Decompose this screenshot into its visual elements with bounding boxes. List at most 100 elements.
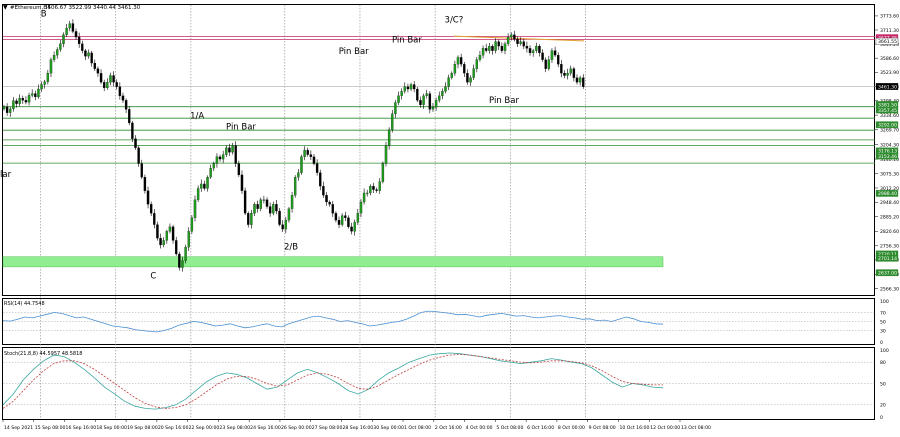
bear-candle — [21, 97, 24, 101]
bull-candle — [453, 64, 457, 74]
bull-candle — [366, 192, 369, 194]
bear-candle — [15, 100, 18, 104]
bull-candle — [49, 59, 53, 74]
bear-candle — [90, 52, 93, 64]
collapse-triangle-icon[interactable]: ▼ — [3, 4, 8, 11]
stoch-signal-line — [2, 353, 663, 409]
bear-candle — [337, 219, 341, 225]
bear-candle — [375, 189, 378, 191]
price-panel[interactable] — [2, 4, 875, 296]
bear-candle — [278, 210, 281, 225]
bull-candle — [387, 129, 391, 146]
rsi-tick-label: 0 — [880, 340, 883, 346]
bull-candle — [450, 73, 453, 78]
price-tick-label: 3140.10 — [880, 157, 899, 163]
stoch-tick-label: 50 — [880, 381, 886, 387]
bull-candle — [165, 231, 169, 241]
price-label-box — [875, 106, 899, 114]
bear-candle — [334, 213, 338, 221]
time-tick-label: 10 Oct 16:00 — [619, 425, 649, 431]
chart-annotation: 3/C? — [445, 15, 464, 25]
stoch-main-line — [2, 352, 664, 410]
bear-candle — [347, 217, 350, 227]
bear-candle — [256, 204, 259, 209]
bear-candle — [275, 204, 278, 212]
bull-candle — [444, 86, 447, 92]
bull-candle — [456, 57, 460, 65]
time-tick-label: 19 Sep 08:00 — [127, 425, 158, 431]
bear-candle — [178, 253, 181, 268]
price-tick-label: 3523.90 — [880, 70, 899, 76]
bull-candle — [65, 27, 68, 35]
bear-candle — [419, 100, 422, 105]
price-label-text: 3153.46 — [878, 154, 897, 160]
price-label-box — [875, 152, 899, 160]
bull-candle — [272, 204, 275, 214]
bull-candle — [30, 93, 34, 96]
time-tick-label: 5 Oct 08:00 — [496, 425, 523, 431]
price-tick-label: 3204.30 — [880, 142, 899, 148]
time-tick-label: 24 Sep 16:00 — [250, 425, 281, 431]
time-tick-label: 15 Sep 08:00 — [35, 425, 66, 431]
price-tick-label: 3075.30 — [880, 172, 899, 178]
bear-candle — [466, 73, 469, 83]
time-tick-label: 23 Sep 08:00 — [219, 425, 250, 431]
bull-candle — [409, 84, 413, 90]
price-label-box — [875, 83, 899, 90]
bear-candle — [112, 75, 115, 83]
stoch-tick-label: 0 — [880, 415, 883, 421]
bear-candle — [71, 23, 75, 32]
time-tick-label: 4 Oct 00:00 — [466, 425, 493, 431]
bear-candle — [99, 73, 103, 83]
bear-candle — [500, 46, 504, 51]
time-tick-label: 30 Sep 00:00 — [373, 425, 404, 431]
time-tick-label: 18 Sep 00:00 — [96, 425, 127, 431]
bear-candle — [171, 226, 175, 241]
bear-candle — [134, 138, 137, 148]
stoch-panel[interactable] — [2, 347, 875, 420]
rsi-tick-label: 30 — [880, 328, 886, 334]
price-label-box — [875, 189, 899, 197]
bear-candle — [115, 82, 118, 87]
bear-candle — [24, 100, 28, 103]
bear-candle — [247, 213, 250, 225]
bear-candle — [140, 163, 143, 178]
bull-candle — [569, 68, 572, 74]
rsi-panel[interactable] — [2, 298, 875, 345]
bear-candle — [203, 183, 206, 189]
bear-candle — [582, 77, 585, 87]
bull-candle — [109, 75, 112, 83]
bear-candle — [406, 86, 410, 90]
price-label-text: 3661.55 — [878, 39, 897, 45]
chart-annotation: Pin Bar — [339, 47, 369, 57]
stoch-tick-label: 100 — [880, 348, 889, 354]
price-label-text: 3357.45 — [878, 108, 897, 114]
bear-candle — [315, 163, 319, 173]
bull-candle — [566, 73, 569, 76]
bear-candle — [159, 238, 162, 246]
bull-candle — [438, 95, 441, 101]
bull-candle — [434, 100, 438, 108]
bull-candle — [394, 102, 397, 114]
price-tick-label: 2948.40 — [880, 200, 899, 206]
bear-candle — [77, 36, 81, 44]
bull-candle — [225, 147, 228, 155]
bull-candle — [262, 199, 266, 201]
bull-candle — [447, 77, 450, 87]
chart-annotation: Pin Bar — [392, 36, 422, 46]
chart-annotation: lar — [0, 170, 12, 180]
bear-candle — [416, 88, 419, 101]
bull-candle — [52, 55, 56, 60]
bear-candle — [372, 186, 375, 190]
bear-candle — [485, 48, 488, 51]
ohlc-readout: 3506.67 3522.99 3440.44 3461.30 — [44, 5, 141, 11]
bear-candle — [319, 172, 322, 187]
price-tick-label: 3334.60 — [880, 113, 899, 119]
rsi-title: RSI(14) 44.7548 — [4, 301, 45, 307]
price-tick-label: 3012.20 — [880, 186, 899, 192]
bear-candle — [149, 204, 153, 214]
bull-candle — [196, 188, 200, 200]
time-tick-label: 28 Sep 16:00 — [343, 425, 374, 431]
bear-candle — [344, 215, 347, 218]
bull-candle — [12, 100, 15, 110]
